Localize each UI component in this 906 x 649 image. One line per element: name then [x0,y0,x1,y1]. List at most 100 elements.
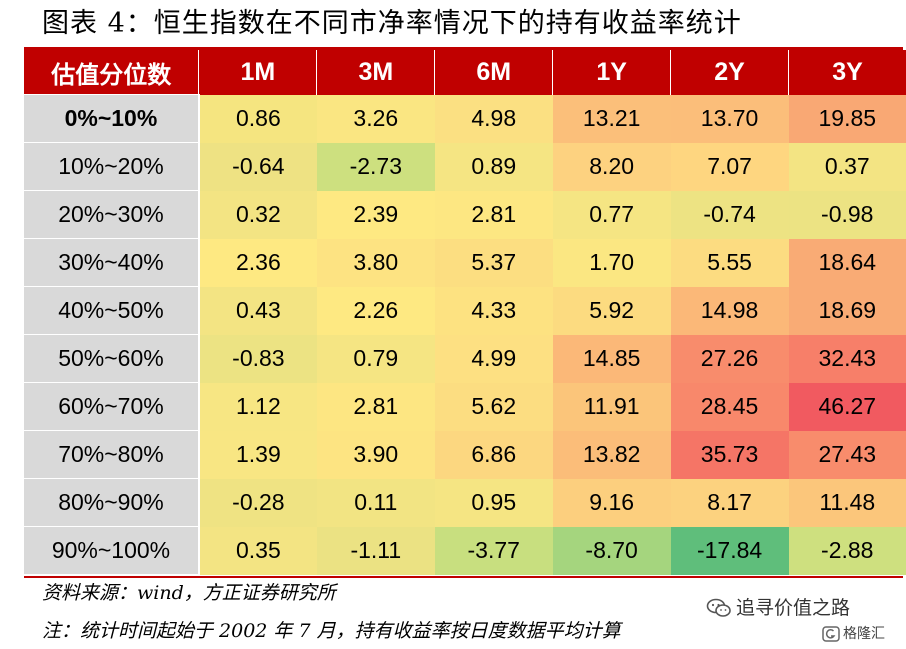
column-header: 3M [316,50,436,95]
table-row: 30%~40% 2.36 3.80 5.37 1.70 5.55 18.64 [24,238,906,287]
header-row: 估值分位数 1M 3M 6M 1Y 2Y 3Y [24,50,906,95]
table-row: 70%~80% 1.39 3.90 6.86 13.82 35.73 27.43 [24,430,906,479]
heat-cell: 28.45 [670,382,789,431]
heat-cell: 5.92 [552,286,671,335]
heat-cell: -8.70 [552,526,671,575]
heat-cell: 0.43 [198,286,317,335]
footnote: 注：统计时间起始于 2002 年 7 月，持有收益率按日度数据平均计算 [42,620,621,642]
heat-cell: -2.73 [316,142,435,191]
heat-cell: 27.43 [788,430,906,479]
heat-cell: -0.83 [198,334,317,383]
table-row: 40%~50% 0.43 2.26 4.33 5.92 14.98 18.69 [24,286,906,335]
heat-cell: 13.70 [670,94,789,143]
source-note: 资料来源：wind，方正证券研究所 [42,582,336,604]
gelonghui-logo-icon [822,626,840,642]
column-header: 6M [434,50,554,95]
table-row: 90%~100% 0.35 -1.11 -3.77 -8.70 -17.84 -2.88 [24,526,906,575]
heat-cell: -2.88 [788,526,906,575]
watermark-account: 追寻价值之路 [736,597,851,619]
table-row: 20%~30% 0.32 2.39 2.81 0.77 -0.74 -0.98 [24,190,906,239]
row-label: 70%~80% [24,430,200,479]
chart-title: 图表 4：恒生指数在不同市净率情况下的持有收益率统计 [42,8,742,39]
heat-cell: 11.91 [552,382,671,431]
heat-cell: 4.99 [434,334,553,383]
heat-cell: 13.21 [552,94,671,143]
wechat-icon [706,598,732,618]
heat-cell: 2.36 [198,238,317,287]
heat-cell: 0.37 [788,142,906,191]
column-header: 1Y [552,50,672,95]
heat-cell: 3.26 [316,94,435,143]
heat-cell: 5.37 [434,238,553,287]
heat-cell: 35.73 [670,430,789,479]
heat-cell: 1.39 [198,430,317,479]
heat-cell: 6.86 [434,430,553,479]
heat-cell: 8.20 [552,142,671,191]
table-row: 60%~70% 1.12 2.81 5.62 11.91 28.45 46.27 [24,382,906,431]
heat-cell: 18.69 [788,286,906,335]
heat-cell: -0.74 [670,190,789,239]
heat-cell: 2.81 [316,382,435,431]
heat-cell: 18.64 [788,238,906,287]
heat-cell: 11.48 [788,478,906,527]
heat-cell: -17.84 [670,526,789,575]
heat-cell: 46.27 [788,382,906,431]
heat-cell: 5.55 [670,238,789,287]
heat-cell: 0.95 [434,478,553,527]
corner-header: 估值分位数 [24,50,200,95]
row-label: 10%~20% [24,142,200,191]
row-label: 80%~90% [24,478,200,527]
heat-cell: 1.12 [198,382,317,431]
title-divider [24,47,903,50]
table-row: 0%~10% 0.86 3.26 4.98 13.21 13.70 19.85 [24,94,906,143]
heat-cell: 4.98 [434,94,553,143]
heat-cell: 32.43 [788,334,906,383]
heat-cell: 2.26 [316,286,435,335]
holding-return-table: 估值分位数 1M 3M 6M 1Y 2Y 3Y 0%~10% 0.86 3.26 4.… [24,50,906,575]
heat-cell: 0.89 [434,142,553,191]
table-body: 0%~10% 0.86 3.26 4.98 13.21 13.70 19.85 10%~20%… [24,94,906,575]
heat-cell: -0.28 [198,478,317,527]
heat-cell: 27.26 [670,334,789,383]
column-header: 1M [198,50,318,95]
wechat-watermark: 追寻价值之路 [706,596,850,620]
row-label: 40%~50% [24,286,200,335]
heat-cell: 7.07 [670,142,789,191]
table-row: 80%~90% -0.28 0.11 0.95 9.16 8.17 11.48 [24,478,906,527]
heat-cell: 0.86 [198,94,317,143]
heat-cell: 0.79 [316,334,435,383]
row-label: 20%~30% [24,190,200,239]
heat-cell: 0.35 [198,526,317,575]
table-row: 50%~60% -0.83 0.79 4.99 14.85 27.26 32.43 [24,334,906,383]
heat-cell: 0.11 [316,478,435,527]
heat-cell: 0.32 [198,190,317,239]
heat-cell: 1.70 [552,238,671,287]
platform-watermark: 格隆汇 [822,624,885,644]
heat-cell: 14.85 [552,334,671,383]
column-header: 3Y [788,50,906,95]
heat-cell: 0.77 [552,190,671,239]
heat-cell: 2.81 [434,190,553,239]
heat-cell: 8.17 [670,478,789,527]
heat-cell: 13.82 [552,430,671,479]
heat-cell: 14.98 [670,286,789,335]
row-label: 0%~10% [24,94,200,143]
row-label: 60%~70% [24,382,200,431]
column-header: 2Y [670,50,790,95]
heat-cell: -0.64 [198,142,317,191]
heat-cell: -0.98 [788,190,906,239]
heat-cell: 9.16 [552,478,671,527]
row-label: 90%~100% [24,526,200,575]
heat-cell: 3.90 [316,430,435,479]
row-label: 50%~60% [24,334,200,383]
heat-cell: 4.33 [434,286,553,335]
heat-cell: -3.77 [434,526,553,575]
heat-cell: 3.80 [316,238,435,287]
heat-cell: 5.62 [434,382,553,431]
watermark-platform: 格隆汇 [843,626,885,642]
footer-divider [24,576,903,578]
heat-cell: 2.39 [316,190,435,239]
heat-cell: 19.85 [788,94,906,143]
heat-cell: -1.11 [316,526,435,575]
row-label: 30%~40% [24,238,200,287]
